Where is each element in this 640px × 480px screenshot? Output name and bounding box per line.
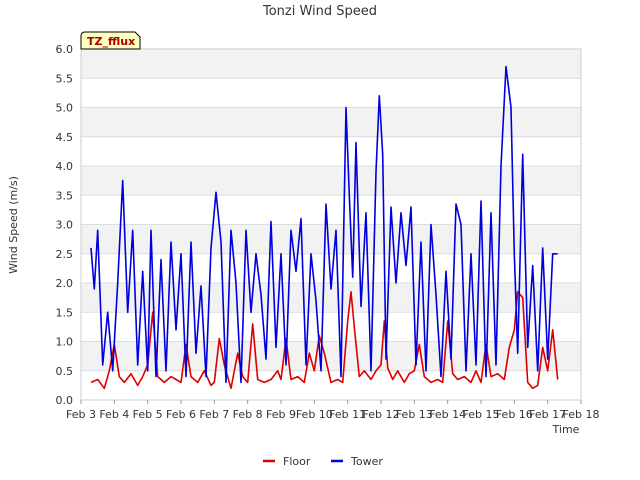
site-badge: TZ_fflux [80,31,141,50]
series-line-floor [90,290,559,390]
y-tick-label: 0.5 [56,365,74,378]
y-axis-ticks: 0.0 0.5 1.0 1.5 2.0 2.5 3.0 3.5 4.0 4.5 5.0 5.5 6.0 [56,43,74,407]
x-tick-label: Feb 10 [296,408,333,421]
y-tick-label: 3.0 [56,219,74,232]
x-tick-label: Feb 16 [496,408,533,421]
site-badge-box [80,31,141,50]
plot-band [81,107,581,137]
x-tick-label: Feb 8 [233,408,263,421]
plot-band [81,224,581,254]
y-tick-label: 0.0 [56,394,74,407]
x-tick-label: Feb 11 [329,408,366,421]
x-tick-label: Feb 4 [99,408,129,421]
y-tick-label: 3.5 [56,189,74,202]
y-tick-label: 4.0 [56,160,74,173]
x-tick-label: Feb 5 [133,408,163,421]
plot-frame [80,48,582,401]
series-group [90,65,559,390]
y-tick-label: 1.5 [56,306,74,319]
series-line-tower [90,65,558,384]
x-tick-label: Feb 6 [166,408,196,421]
x-tick-label: Feb 14 [429,408,466,421]
y-tick-label: 1.0 [56,336,74,349]
y-tick-label: 2.5 [56,248,74,261]
x-tick-label: Feb 17 [529,408,566,421]
x-axis-label: Time [552,423,580,436]
y-tick-label: 6.0 [56,43,74,56]
x-tick-label: Feb 13 [396,408,433,421]
x-tick-label: Feb 12 [363,408,400,421]
plot-band [81,166,581,196]
y-tick-label: 2.0 [56,277,74,290]
y-tick-label: 5.5 [56,72,74,85]
y-tick-label: 5.0 [56,102,74,115]
y-axis-label: Wind Speed (m/s) [7,176,20,274]
legend-label-floor: Floor [283,455,311,468]
x-tick-label: Feb 18 [563,408,600,421]
x-tick-label: Feb 7 [199,408,229,421]
plot-band [81,49,581,79]
x-tick-label: Feb 9 [266,408,296,421]
x-tick-label: Feb 3 [66,408,96,421]
legend: Floor Tower [263,455,383,468]
chart-title: Tonzi Wind Speed [262,4,377,19]
x-axis-ticks: Feb 3 Feb 4 Feb 5 Feb 6 Feb 7 Feb 8 Feb 9 Feb 1… [66,400,599,421]
legend-label-tower: Tower [350,455,383,468]
x-tick-label: Feb 15 [463,408,500,421]
y-tick-label: 4.5 [56,131,74,144]
site-badge-label: TZ_fflux [87,35,135,48]
